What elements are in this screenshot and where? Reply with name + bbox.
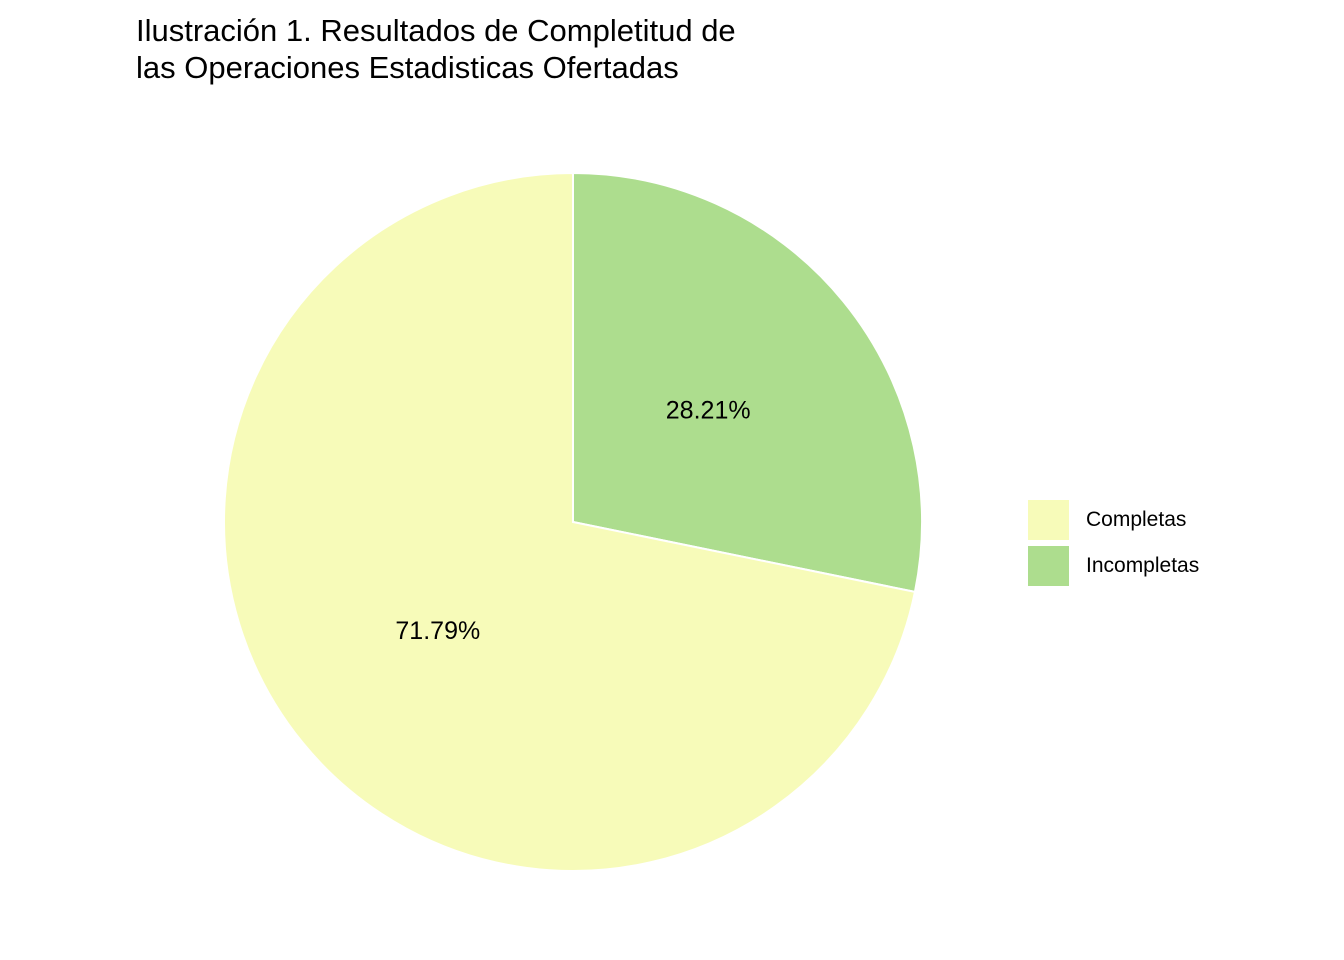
chart-title: Ilustración 1. Resultados de Completitud…	[136, 12, 896, 86]
legend-label-completas: Completas	[1086, 508, 1187, 531]
legend-swatch-completas	[1028, 500, 1069, 540]
pie-slice-incompletas	[572, 171, 923, 594]
legend-item-incompletas: Incompletas	[1028, 546, 1199, 586]
pie-slice-completas	[223, 171, 917, 872]
legend-label-incompletas: Incompletas	[1086, 554, 1200, 577]
legend-item-completas: Completas	[1028, 500, 1199, 540]
chart-title-line-1: Ilustración 1. Resultados de Completitud…	[136, 13, 736, 48]
data-label-completas: 71.79%	[395, 617, 480, 645]
legend-swatch-incompletas	[1028, 546, 1069, 586]
legend: Completas Incompletas	[1028, 500, 1199, 592]
data-label-incompletas: 28.21%	[666, 396, 751, 424]
chart-title-line-2: las Operaciones Estadisticas Ofertadas	[136, 50, 679, 85]
pie-slices	[223, 171, 923, 872]
